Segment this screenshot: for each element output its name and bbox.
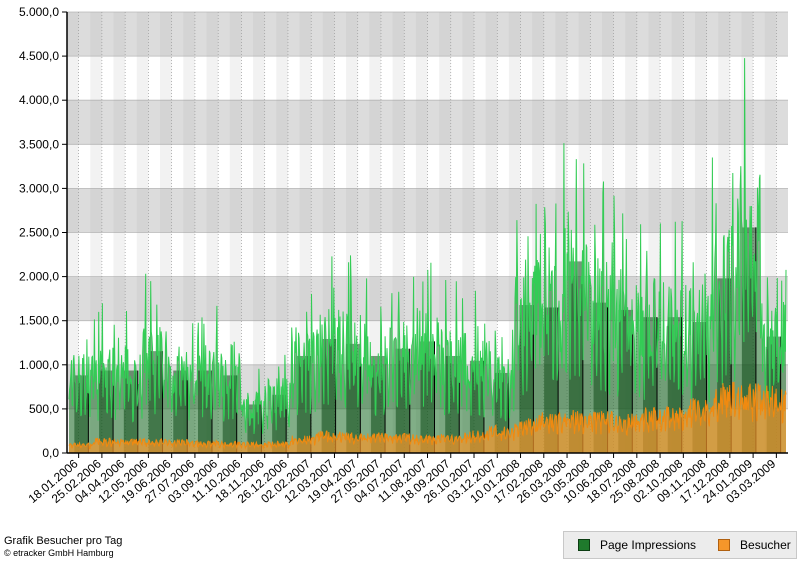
legend-label-besucher: Besucher — [740, 538, 791, 552]
column-stripe — [369, 12, 381, 453]
column-stripe — [648, 12, 661, 453]
vertical-gridlines — [67, 12, 777, 453]
y-tick-label: 3.500,0 — [19, 137, 59, 151]
column-stripe — [90, 12, 102, 453]
column-stripe — [160, 12, 172, 453]
background-band — [67, 100, 788, 145]
column-stripe — [532, 12, 544, 453]
besucher-line — [68, 381, 787, 450]
y-tick-label: 3.000,0 — [19, 181, 59, 195]
legend-item-besucher: Besucher — [718, 538, 791, 552]
y-tick-label: 5.000,0 — [19, 5, 59, 19]
chart-caption: Grafik Besucher pro Tag © etracker GmbH … — [4, 535, 122, 559]
page-impressions-line — [68, 58, 787, 435]
column-stripe — [601, 12, 614, 453]
column-stripe — [555, 12, 568, 453]
legend-swatch-page-impressions — [578, 539, 590, 551]
y-tick-label: 4.500,0 — [19, 49, 59, 63]
column-stripe — [718, 12, 730, 453]
column-stripe — [206, 12, 219, 453]
column-stripe — [253, 12, 265, 453]
y-tick-label: 1.000,0 — [19, 358, 59, 372]
column-stripe — [485, 12, 498, 453]
chart-series — [68, 58, 787, 453]
legend-swatch-besucher — [718, 539, 731, 551]
column-stripe — [508, 12, 521, 453]
y-tick-label: 2.000,0 — [19, 270, 59, 284]
column-stripe — [67, 12, 79, 453]
column-stripe — [229, 12, 242, 453]
legend-item-page-impressions: Page Impressions — [578, 538, 696, 552]
chart-credit: © etracker GmbH Hamburg — [4, 548, 114, 558]
chart-legend: Page Impressions Besucher — [563, 531, 797, 559]
column-stripe — [346, 12, 358, 453]
page-impressions-core — [568, 261, 583, 453]
column-stripe — [136, 12, 149, 453]
column-stripe — [415, 12, 428, 453]
page-impressions-core — [296, 355, 311, 453]
column-stripe — [276, 12, 288, 453]
y-tick-label: 1.500,0 — [19, 314, 59, 328]
column-stripe — [694, 12, 707, 453]
column-stripe — [764, 12, 777, 453]
legend-label-page-impressions: Page Impressions — [600, 538, 697, 552]
y-tick-label: 4.000,0 — [19, 93, 59, 107]
y-tick-label: 2.500,0 — [19, 226, 59, 240]
column-stripe — [113, 12, 126, 453]
column-stripe — [392, 12, 405, 453]
column-stripe — [462, 12, 475, 453]
column-stripe — [322, 12, 335, 453]
chart-title: Grafik Besucher pro Tag — [4, 535, 123, 547]
column-stripe — [625, 12, 637, 453]
y-tick-label: 0,0 — [42, 446, 59, 460]
column-stripe — [439, 12, 451, 453]
column-stripe — [299, 12, 312, 453]
besucher-area — [69, 381, 786, 453]
page-impressions-core — [272, 394, 287, 453]
background-band — [67, 144, 788, 189]
background-band — [67, 232, 788, 277]
y-tick-label: 500,0 — [29, 402, 59, 416]
column-stripe — [183, 12, 195, 453]
column-stripe — [671, 12, 684, 453]
